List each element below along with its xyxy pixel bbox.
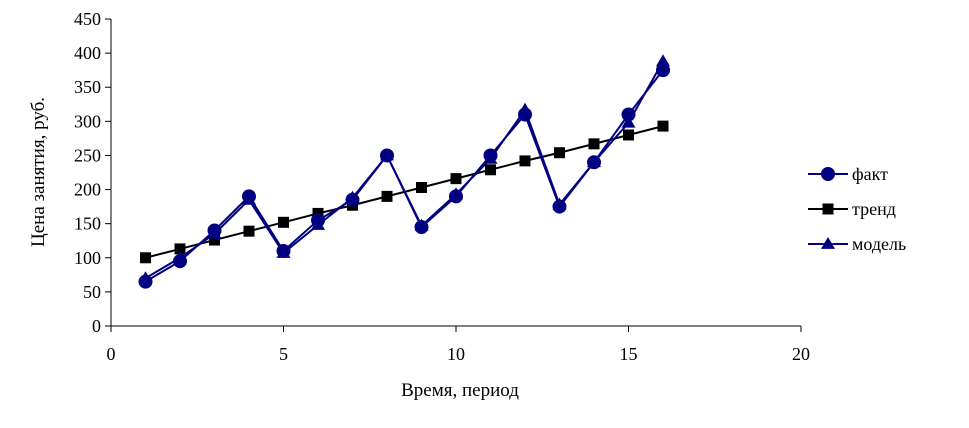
data-point [345, 192, 360, 207]
legend-item: модель [808, 234, 906, 254]
data-point [449, 189, 463, 204]
series-line [144, 60, 664, 280]
series-circle [138, 63, 670, 289]
data-point [276, 243, 291, 258]
x-tick-label: 0 [107, 344, 116, 364]
data-point [552, 199, 567, 214]
x-tick-label: 15 [620, 344, 638, 364]
legend-label: тренд [852, 199, 896, 219]
data-point [416, 182, 427, 194]
data-point [140, 252, 151, 264]
legend-marker [822, 203, 834, 215]
data-point [209, 234, 220, 246]
legend-label: факт [852, 164, 888, 184]
y-tick-label: 450 [74, 9, 101, 29]
x-tick-label: 5 [279, 344, 288, 364]
data-point [242, 189, 256, 204]
data-point [621, 107, 636, 122]
data-point [174, 243, 186, 255]
data-point [243, 225, 255, 237]
data-point [414, 220, 429, 235]
y-tick-label: 250 [74, 145, 101, 165]
x-tick-label: 10 [447, 344, 465, 364]
data-point [518, 107, 532, 122]
legend-marker [821, 167, 835, 181]
y-tick-label: 100 [74, 248, 101, 268]
legend-label: модель [852, 234, 906, 254]
data-point [621, 115, 636, 128]
data-point [588, 138, 600, 150]
y-axis-title: Цена занятия, руб. [28, 97, 49, 247]
y-tick-label: 300 [74, 111, 101, 131]
data-point [381, 190, 393, 202]
data-point [138, 274, 153, 289]
series-line [144, 69, 664, 283]
x-axis-title: Время, период [401, 380, 519, 401]
legend: факт тренд модель [808, 164, 906, 254]
legend-marker [821, 237, 835, 249]
data-point [587, 155, 601, 170]
data-point [380, 148, 394, 163]
data-point [656, 54, 670, 67]
data-point [278, 216, 289, 228]
data-point [554, 147, 565, 159]
data-point [483, 148, 498, 163]
x-tick-label: 20 [792, 344, 810, 364]
legend-item: тренд [808, 199, 896, 219]
y-tick-label: 50 [83, 282, 101, 302]
data-point [207, 223, 222, 238]
data-point [450, 173, 462, 185]
y-tick-label: 200 [74, 180, 101, 200]
data-point [485, 164, 496, 176]
data-point [656, 63, 670, 78]
data-point [519, 155, 531, 167]
series-triangle [138, 54, 670, 284]
data-point [657, 120, 669, 132]
series-layer [138, 54, 670, 289]
legend-item: факт [808, 164, 888, 184]
data-point [173, 254, 187, 269]
y-tick-label: 400 [74, 43, 101, 63]
data-point [311, 213, 325, 228]
y-tick-label: 0 [92, 316, 101, 336]
axes: 0 50 100 150 200 250 300 350 400 450 0 5 10 15 20 [74, 9, 810, 364]
data-point [623, 129, 634, 141]
y-tick-label: 150 [74, 214, 101, 234]
y-tick-label: 350 [74, 77, 101, 97]
